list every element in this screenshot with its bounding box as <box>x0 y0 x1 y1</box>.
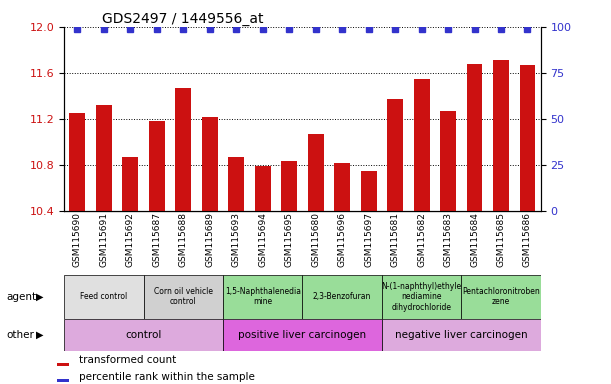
Bar <box>519 65 535 211</box>
Bar <box>360 171 376 211</box>
Bar <box>334 163 350 211</box>
Text: GSM115683: GSM115683 <box>444 212 453 268</box>
Bar <box>202 117 218 211</box>
Text: GSM115691: GSM115691 <box>100 212 108 268</box>
Bar <box>175 88 191 211</box>
Bar <box>64 319 223 351</box>
Bar <box>229 157 244 211</box>
Bar <box>57 379 69 382</box>
Bar <box>467 64 483 211</box>
Text: GSM115696: GSM115696 <box>338 212 346 268</box>
Bar <box>255 166 271 211</box>
Text: GSM115697: GSM115697 <box>364 212 373 268</box>
Bar <box>57 363 69 366</box>
Text: percentile rank within the sample: percentile rank within the sample <box>79 372 255 382</box>
Text: transformed count: transformed count <box>79 356 176 366</box>
Text: Corn oil vehicle
control: Corn oil vehicle control <box>154 287 213 306</box>
Text: 1,5-Naphthalenedia
mine: 1,5-Naphthalenedia mine <box>225 287 301 306</box>
Bar <box>122 157 138 211</box>
Text: control: control <box>125 330 162 340</box>
Text: other: other <box>6 330 34 340</box>
Bar <box>461 275 541 319</box>
Text: GDS2497 / 1449556_at: GDS2497 / 1449556_at <box>102 12 264 26</box>
Text: positive liver carcinogen: positive liver carcinogen <box>238 330 367 340</box>
Text: GSM115687: GSM115687 <box>152 212 161 268</box>
Text: agent: agent <box>6 291 36 302</box>
Bar <box>308 134 324 211</box>
Text: negative liver carcinogen: negative liver carcinogen <box>395 330 528 340</box>
Bar <box>70 113 86 211</box>
Text: GSM115682: GSM115682 <box>417 212 426 267</box>
Bar <box>281 161 297 211</box>
Text: Feed control: Feed control <box>80 292 128 301</box>
Text: GSM115680: GSM115680 <box>311 212 320 268</box>
Bar <box>382 275 461 319</box>
Text: GSM115693: GSM115693 <box>232 212 241 268</box>
Bar <box>414 79 430 211</box>
Bar <box>223 319 382 351</box>
Text: GSM115686: GSM115686 <box>523 212 532 268</box>
Text: GSM115690: GSM115690 <box>73 212 82 268</box>
Text: GSM115684: GSM115684 <box>470 212 479 267</box>
Bar <box>440 111 456 211</box>
Bar <box>64 275 144 319</box>
Bar <box>382 319 541 351</box>
Text: GSM115692: GSM115692 <box>126 212 135 267</box>
Bar <box>149 121 165 211</box>
Text: GSM115681: GSM115681 <box>390 212 400 268</box>
Bar <box>96 105 112 211</box>
Text: Pentachloronitroben
zene: Pentachloronitroben zene <box>462 287 540 306</box>
Bar <box>223 275 302 319</box>
Text: N-(1-naphthyl)ethyle
nediamine
dihydrochloride: N-(1-naphthyl)ethyle nediamine dihydroch… <box>381 282 462 311</box>
Text: ▶: ▶ <box>36 330 43 340</box>
Text: GSM115688: GSM115688 <box>179 212 188 268</box>
Bar <box>493 60 509 211</box>
Text: GSM115685: GSM115685 <box>497 212 505 268</box>
Text: GSM115695: GSM115695 <box>285 212 294 268</box>
Text: GSM115694: GSM115694 <box>258 212 267 267</box>
Text: 2,3-Benzofuran: 2,3-Benzofuran <box>313 292 371 301</box>
Bar <box>144 275 223 319</box>
Bar <box>387 99 403 211</box>
Bar <box>302 275 382 319</box>
Text: GSM115689: GSM115689 <box>205 212 214 268</box>
Text: ▶: ▶ <box>36 291 43 302</box>
